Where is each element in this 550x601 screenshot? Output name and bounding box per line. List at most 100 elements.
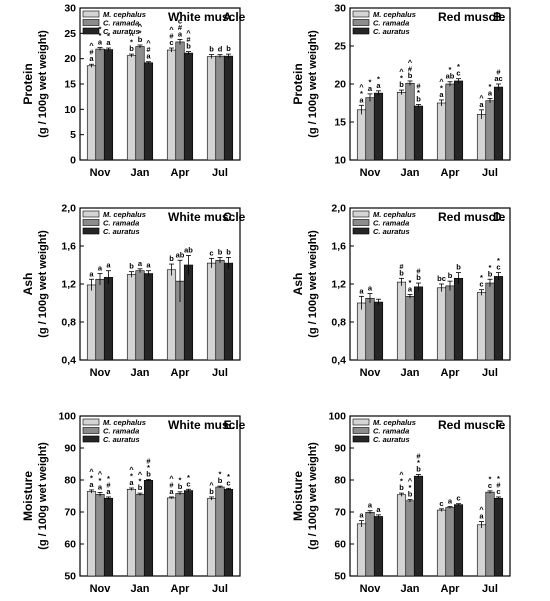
bar: [103, 277, 114, 361]
legend-swatch: [82, 227, 100, 235]
y-tick-label: 100: [58, 411, 76, 423]
significance-mark: a: [359, 95, 364, 104]
significance-mark: *: [400, 74, 403, 83]
y-tick-label: 2,0: [61, 203, 76, 215]
significance-label: * a: [106, 32, 111, 48]
significance-label: # ac: [494, 68, 502, 84]
legend-swatch: [352, 418, 370, 426]
significance-label: b: [226, 44, 231, 53]
bar: [86, 65, 97, 161]
significance-mark: ^: [169, 25, 174, 34]
significance-mark: #: [399, 262, 404, 271]
bar: [493, 497, 504, 577]
significance-mark: #: [186, 35, 191, 44]
x-tick-label: Apr: [171, 167, 191, 179]
significance-mark: a: [368, 84, 373, 93]
significance-label: b: [169, 254, 174, 263]
y-axis-label-units: (g / 100g wet weight): [307, 30, 319, 138]
bar: [365, 512, 375, 577]
significance-mark: *: [457, 62, 460, 71]
significance-mark: a: [376, 505, 381, 514]
significance-mark: #: [416, 82, 421, 91]
significance-mark: ab: [176, 250, 185, 259]
significance-label: * c: [456, 62, 460, 78]
significance-label: b: [209, 45, 214, 54]
legend-label: C. auratus: [103, 435, 140, 444]
chart-panel-a: 0 5 10 15 20 25 30 Protein (g / 100g wet weight)…: [21, 3, 246, 180]
significance-mark: c: [456, 494, 460, 503]
significance-mark: b: [218, 247, 223, 256]
bar: [436, 509, 447, 577]
significance-mark: ^: [169, 474, 174, 483]
significance-mark: ^: [408, 58, 413, 67]
significance-label: a: [106, 261, 111, 270]
bar: [143, 273, 154, 361]
bar: [166, 269, 177, 361]
significance-mark: b: [209, 487, 214, 496]
significance-mark: #: [496, 68, 501, 77]
x-tick-label: Jul: [482, 367, 498, 379]
y-axis-label-units: (g / 100g wet weight): [37, 230, 49, 338]
plot-frame: [349, 415, 511, 577]
significance-mark: a: [359, 286, 364, 295]
x-tick-label: Apr: [171, 367, 191, 379]
legend-swatch: [352, 427, 370, 434]
bar: [356, 523, 367, 577]
x-tick-label: Apr: [441, 583, 461, 595]
bar: [445, 507, 455, 577]
significance-mark: ^: [138, 470, 143, 479]
y-tick-label: 15: [64, 79, 76, 91]
bar: [396, 281, 407, 361]
panel-title: White muscle: [168, 10, 246, 24]
bar: [126, 55, 137, 161]
significance-mark: a: [89, 54, 94, 63]
significance-mark: *: [497, 256, 500, 265]
bar: [166, 49, 177, 161]
legend-label: C. auratus: [373, 27, 410, 36]
bar: [95, 48, 105, 161]
significance-label: ^ * a: [439, 77, 444, 99]
bar: [493, 276, 504, 361]
significance-mark: a: [368, 501, 373, 510]
legend-swatch: [352, 19, 370, 26]
significance-mark: a: [106, 38, 111, 47]
significance-mark: b: [416, 273, 421, 282]
significance-mark: b: [186, 42, 191, 51]
y-axis-label-units: (g / 100g wet weight): [37, 442, 49, 550]
significance-label: * b: [218, 470, 223, 486]
significance-label: ^ # a: [169, 474, 174, 496]
significance-mark: b: [448, 271, 453, 280]
significance-label: ^ # a: [146, 39, 151, 61]
significance-label: b: [129, 262, 134, 271]
significance-mark: #: [89, 48, 94, 57]
panel-letter: D.: [493, 210, 505, 224]
significance-mark: ^: [129, 465, 134, 474]
significance-mark: *: [417, 458, 420, 467]
bar: [373, 92, 384, 161]
bar: [476, 292, 487, 361]
panel-letter: F.: [496, 418, 505, 432]
significance-mark: a: [98, 264, 103, 273]
x-tick-label: Jul: [482, 583, 498, 595]
significance-label: b: [218, 247, 223, 256]
y-axis-label: Ash: [291, 273, 305, 296]
bar: [453, 80, 464, 161]
significance-mark: ^: [408, 477, 413, 486]
significance-label: * c: [226, 472, 230, 488]
significance-label: ^ * b: [138, 22, 143, 44]
significance-label: ^ # a: [89, 41, 94, 63]
significance-mark: #: [169, 32, 174, 41]
significance-mark: *: [147, 463, 150, 472]
legend-label: C. auratus: [373, 435, 410, 444]
significance-mark: b: [138, 35, 143, 44]
significance-mark: *: [90, 473, 93, 482]
significance-mark: c: [496, 263, 500, 272]
significance-mark: b: [178, 482, 183, 491]
significance-mark: *: [417, 88, 420, 97]
bar: [365, 297, 375, 361]
significance-label: a: [146, 261, 151, 270]
significance-label: b: [456, 263, 461, 272]
